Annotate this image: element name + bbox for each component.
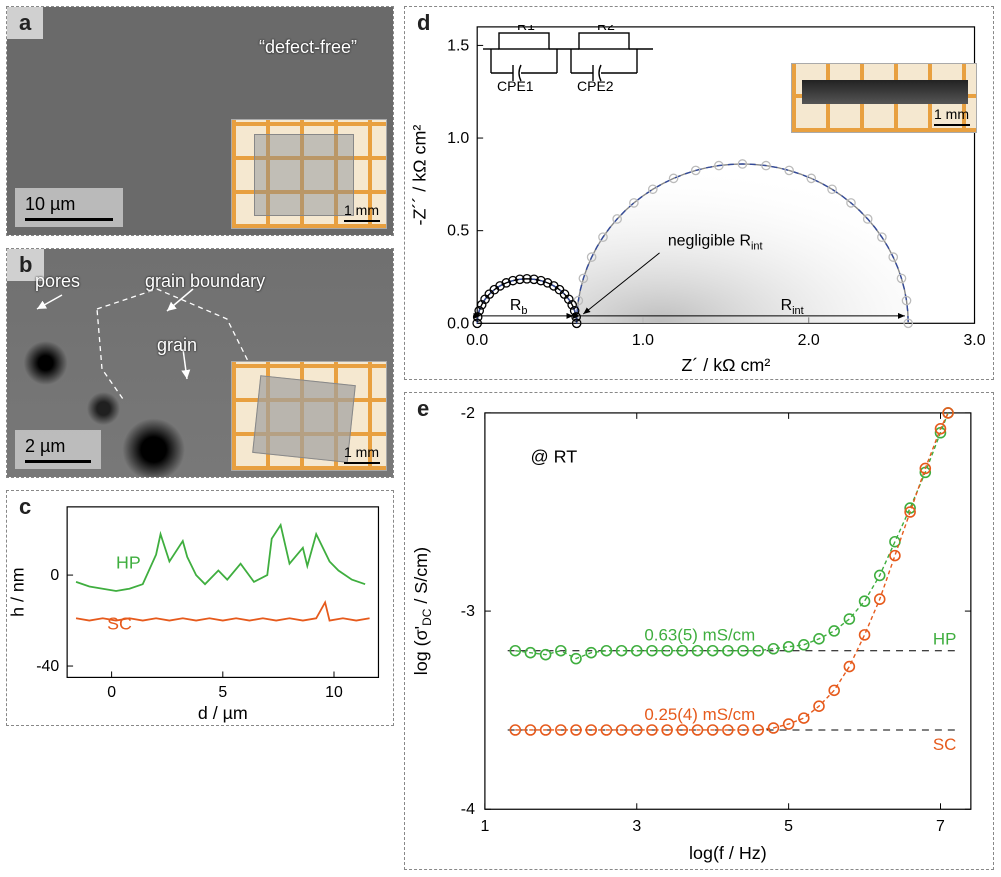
scalebar-a-text: 10 µm (25, 194, 75, 214)
svg-text:1.5: 1.5 (447, 37, 469, 54)
svg-text:5: 5 (784, 818, 793, 835)
inset-scale-a-bar (344, 220, 380, 223)
inset-pellet-b (252, 375, 356, 463)
svg-text:-4: -4 (461, 801, 475, 818)
scalebar-b: 2 µm (15, 430, 101, 469)
circuit-diagram: R1 R2 CPE1 CPE2 (483, 25, 673, 94)
panel-label-d: d (405, 7, 442, 39)
inset-scale-b: 1 mm (344, 444, 380, 465)
panel-c: c 0 5 10 -40 0 d / µm h / nm HP SC (6, 490, 394, 726)
panel-b-annot: grain boundary (145, 271, 265, 292)
svg-text:1.0: 1.0 (447, 130, 469, 147)
inset-pellet-a (254, 134, 354, 216)
panel-b: b poresgrain boundarygrain 2 µm 1 mm (6, 248, 394, 478)
svg-text:HP: HP (933, 630, 957, 649)
panel-b-annot: grain (157, 335, 197, 356)
circuit-cpe1: CPE1 (497, 78, 534, 91)
line-chart-c: 0 5 10 -40 0 d / µm h / nm HP SC (7, 491, 393, 725)
inset-scale-a-text: 1 mm (344, 202, 379, 218)
svg-text:h / nm: h / nm (8, 567, 28, 617)
svg-text:-3: -3 (461, 603, 475, 620)
svg-text:3: 3 (632, 818, 641, 835)
svg-text:2.0: 2.0 (798, 332, 820, 349)
panel-label-c: c (7, 491, 43, 523)
scalebar-a: 10 µm (15, 188, 123, 227)
svg-text:negligible Rint: negligible Rint (668, 232, 763, 252)
svg-text:SC: SC (107, 614, 132, 634)
svg-text:SC: SC (933, 735, 957, 754)
svg-text:-40: -40 (36, 658, 59, 675)
circuit-r2: R2 (597, 25, 615, 33)
svg-text:0.63(5) mS/cm: 0.63(5) mS/cm (644, 626, 755, 645)
defect-free-annot: “defect-free” (259, 37, 357, 58)
inset-photo-d: 1 mm (791, 63, 977, 133)
svg-text:HP: HP (116, 552, 141, 572)
svg-text:Z´ / kΩ cm²: Z´ / kΩ cm² (681, 355, 770, 375)
inset-scale-d: 1 mm (934, 106, 970, 127)
svg-text:log (σ'DC / S/cm): log (σ'DC / S/cm) (411, 547, 434, 675)
svg-text:1: 1 (480, 818, 489, 835)
svg-text:0.25(4) mS/cm: 0.25(4) mS/cm (644, 705, 755, 724)
inset-photo-b: 1 mm (231, 361, 387, 471)
svg-text:5: 5 (218, 684, 227, 701)
svg-text:0: 0 (50, 567, 59, 584)
svg-text:7: 7 (936, 818, 945, 835)
svg-text:0: 0 (107, 684, 116, 701)
inset-photo-a: 1 mm (231, 119, 387, 229)
panel-e: e 1 3 5 7 -4 -3 -2 log(f / Hz) log (σ'DC / S/cm)… (404, 392, 994, 870)
circuit-r1: R1 (517, 25, 535, 33)
panel-label-b: b (7, 249, 44, 281)
svg-text:0.5: 0.5 (447, 223, 469, 240)
scalebar-b-line (25, 460, 91, 463)
svg-text:0.0: 0.0 (447, 315, 469, 332)
inset-scale-b-bar (344, 462, 380, 465)
inset-scale-a: 1 mm (344, 202, 380, 223)
svg-text:@ RT: @ RT (530, 446, 577, 466)
inset-scale-d-bar (934, 124, 970, 127)
inset-scale-b-text: 1 mm (344, 444, 379, 460)
svg-text:log(f / Hz): log(f / Hz) (689, 843, 767, 863)
scalebar-a-line (25, 218, 113, 221)
sem-image-a: a “defect-free” 10 µm 1 mm (7, 7, 393, 235)
scalebar-b-text: 2 µm (25, 436, 65, 456)
circuit-cpe2: CPE2 (577, 78, 614, 91)
svg-text:10: 10 (325, 684, 343, 701)
inset-pellet-d (802, 80, 968, 104)
svg-text:Rb: Rb (510, 297, 528, 317)
panel-label-e: e (405, 393, 441, 425)
svg-text:3.0: 3.0 (963, 332, 985, 349)
svg-text:-2: -2 (461, 405, 475, 422)
svg-text:d / µm: d / µm (198, 703, 248, 723)
inset-scale-d-text: 1 mm (934, 106, 969, 122)
panel-d: d R1 R2 CPE1 CPE2 (404, 6, 994, 380)
panel-a: a “defect-free” 10 µm 1 mm (6, 6, 394, 236)
circuit-svg: R1 R2 CPE1 CPE2 (483, 25, 673, 91)
svg-text:1.0: 1.0 (632, 332, 654, 349)
svg-text:0.0: 0.0 (466, 332, 488, 349)
panel-label-a: a (7, 7, 43, 39)
sem-image-b: b poresgrain boundarygrain 2 µm 1 mm (7, 249, 393, 477)
svg-text:-Z´´ / kΩ cm²: -Z´´ / kΩ cm² (409, 125, 429, 226)
conductivity-chart-e: 1 3 5 7 -4 -3 -2 log(f / Hz) log (σ'DC / S/cm) @ … (405, 393, 993, 869)
